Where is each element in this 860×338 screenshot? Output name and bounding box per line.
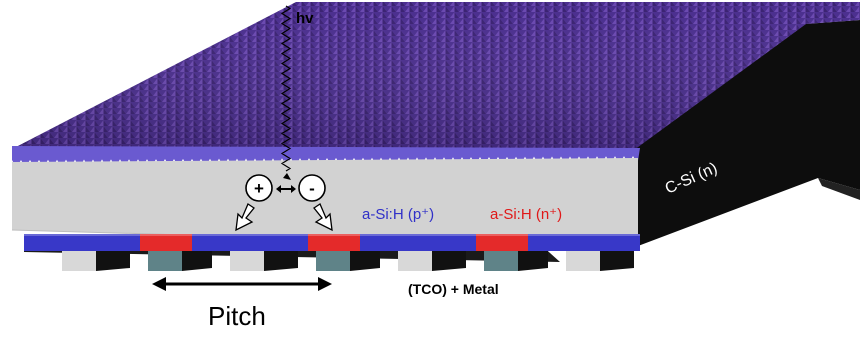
tco-pillar-1 bbox=[148, 251, 212, 271]
hole-circle-icon: + bbox=[245, 174, 273, 202]
electron-circle-icon: - bbox=[298, 174, 326, 202]
down-arrow-icon bbox=[235, 203, 255, 232]
p-strip-1 bbox=[24, 234, 140, 251]
photon-arrowhead-icon bbox=[283, 173, 291, 180]
metal-pillars bbox=[62, 251, 634, 271]
down-arrow-icon bbox=[313, 203, 333, 232]
p-strip-4 bbox=[528, 234, 640, 251]
hole-sign: + bbox=[254, 179, 264, 198]
n-strip-3 bbox=[476, 234, 528, 251]
pitch-arrow-icon bbox=[152, 277, 332, 291]
n-strip-2 bbox=[308, 234, 360, 251]
wafer-side-face bbox=[634, 20, 860, 246]
pillar-2 bbox=[230, 251, 298, 271]
contact-label: (TCO) + Metal bbox=[408, 281, 499, 297]
textured-top-surface bbox=[14, 2, 860, 150]
photon-label: hv bbox=[296, 10, 314, 27]
pillar-3 bbox=[398, 251, 466, 271]
electron-sign: - bbox=[309, 179, 315, 198]
double-arrow-icon bbox=[276, 185, 296, 193]
pillar-1 bbox=[62, 251, 130, 271]
wavy-photon-icon bbox=[280, 5, 292, 172]
pitch-label: Pitch bbox=[208, 301, 266, 331]
p-strip-3 bbox=[360, 234, 476, 251]
tco-pillar-3 bbox=[484, 251, 548, 271]
n-layer-label: a-Si:H (n⁺) bbox=[490, 206, 562, 223]
pillar-4 bbox=[566, 251, 634, 271]
contact-strips bbox=[24, 234, 640, 262]
p-strip-2 bbox=[192, 234, 308, 251]
p-layer-label: a-Si:H (p⁺) bbox=[362, 206, 434, 223]
n-strip-1 bbox=[140, 234, 192, 251]
tco-pillar-2 bbox=[316, 251, 380, 271]
